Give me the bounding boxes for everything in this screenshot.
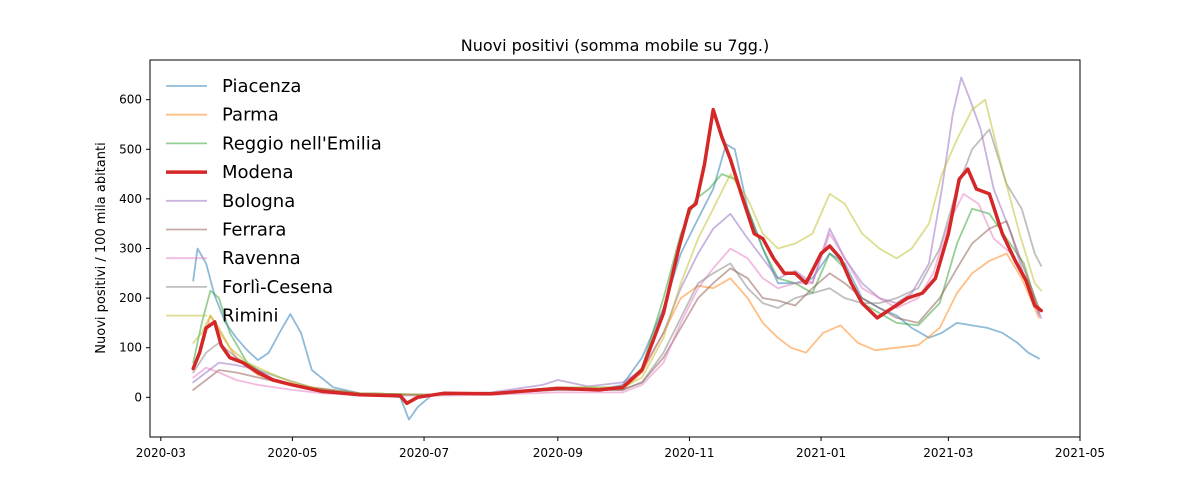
x-tick-label: 2020-09 — [533, 446, 583, 460]
legend-label: Ravenna — [222, 248, 301, 269]
legend-label: Rimini — [222, 306, 278, 327]
y-tick-label: 400 — [119, 192, 142, 206]
legend-item-5: Ferrara — [166, 220, 286, 241]
legend-item-1: Parma — [166, 105, 279, 126]
y-axis: 0 100 200 300 400 500 600 — [119, 93, 150, 404]
plot-area — [191, 76, 1043, 421]
x-tick-label: 2020-11 — [664, 446, 714, 460]
chart-title: Nuovi positivi (somma mobile su 7gg.) — [461, 36, 770, 55]
x-tick-label: 2020-05 — [267, 446, 317, 460]
series-line-6 — [192, 192, 1040, 397]
x-axis: 2020-03 2020-05 2020-07 2020-09 2020-11 2021-… — [136, 437, 1105, 460]
series-line-3 — [191, 107, 1043, 406]
y-tick-label: 0 — [134, 390, 142, 404]
legend-item-8: Rimini — [166, 306, 278, 327]
x-tick-label: 2021-01 — [796, 446, 846, 460]
legend-item-4: Bologna — [166, 191, 295, 212]
y-axis-title: Nuovi positivi / 100 mila abitanti — [94, 142, 109, 353]
legend-item-3: Modena — [166, 162, 293, 183]
series-line-4 — [192, 76, 1043, 396]
y-tick-label: 200 — [119, 291, 142, 305]
legend-item-2: Reggio nell'Emilia — [166, 133, 382, 154]
legend-label: Piacenza — [222, 76, 301, 97]
x-tick-label: 2020-03 — [136, 446, 186, 460]
legend-item-0: Piacenza — [166, 76, 301, 97]
y-tick-label: 300 — [119, 242, 142, 256]
legend-label: Parma — [222, 105, 279, 126]
y-tick-label: 100 — [119, 341, 142, 355]
legend-item-6: Ravenna — [166, 248, 301, 269]
legend-label: Modena — [222, 162, 293, 183]
legend-label: Reggio nell'Emilia — [222, 133, 382, 154]
x-tick-label: 2021-05 — [1055, 446, 1105, 460]
legend: Piacenza Parma Reggio nell'Emilia Modena Bol… — [166, 76, 382, 327]
legend-label: Bologna — [222, 191, 295, 212]
x-tick-label: 2021-03 — [923, 446, 973, 460]
y-tick-label: 600 — [119, 93, 142, 107]
series-line-7 — [192, 128, 1043, 396]
legend-label: Forlì-Cesena — [222, 277, 333, 298]
legend-label: Ferrara — [222, 220, 286, 241]
y-tick-label: 500 — [119, 142, 142, 156]
series-line-8 — [192, 98, 1043, 396]
legend-item-7: Forlì-Cesena — [166, 277, 333, 298]
x-tick-label: 2020-07 — [399, 446, 449, 460]
